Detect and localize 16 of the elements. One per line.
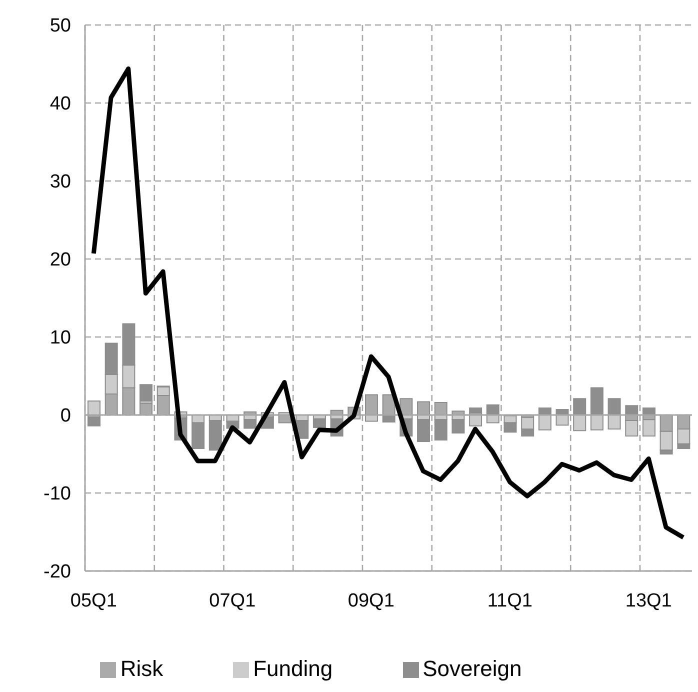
y-tick-label: 30 <box>50 172 71 193</box>
legend-label: Sovereign <box>422 656 522 681</box>
y-tick-label: -20 <box>44 562 71 583</box>
x-tick-label: 13Q1 <box>625 590 672 612</box>
x-tick-label: 09Q1 <box>348 590 394 612</box>
y-tick-label: 0 <box>60 406 71 427</box>
y-tick-label: 10 <box>50 328 71 349</box>
x-tick-label: 11Q1 <box>487 590 532 612</box>
y-tick-label: -10 <box>44 484 71 505</box>
x-tick-label: 05Q1 <box>70 590 117 612</box>
legend-label: Funding <box>253 656 333 681</box>
legend-label: Risk <box>120 656 164 681</box>
y-tick-label: 20 <box>50 250 71 271</box>
y-tick-label: 40 <box>50 94 71 115</box>
y-tick-label: 50 <box>50 16 71 37</box>
x-tick-label: 07Q1 <box>209 590 256 612</box>
